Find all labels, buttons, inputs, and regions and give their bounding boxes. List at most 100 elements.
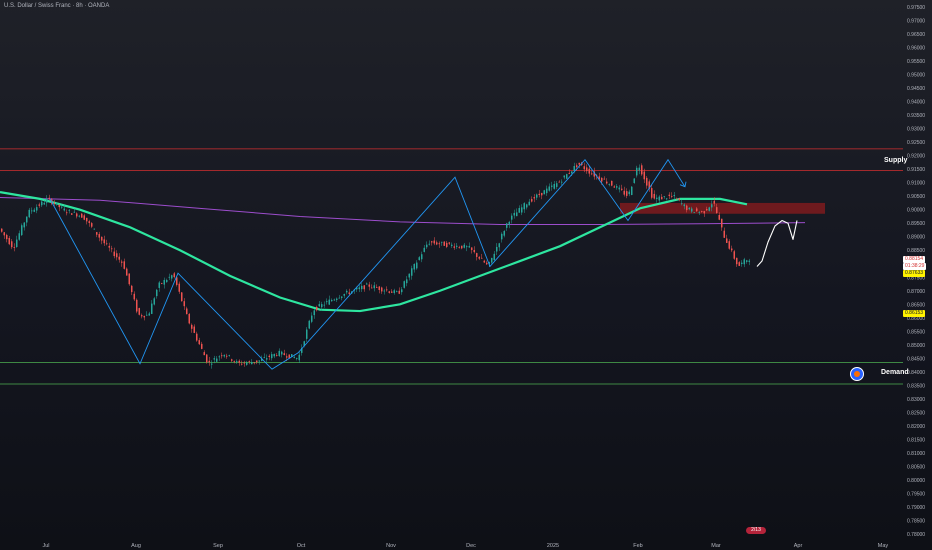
candle-body	[676, 198, 678, 200]
author-avatar-icon[interactable]	[850, 367, 864, 381]
candle-body	[428, 243, 430, 245]
candle-body	[273, 353, 275, 357]
candle-body	[81, 213, 83, 218]
fast-moving-average-line	[0, 191, 748, 313]
candle-body	[208, 360, 210, 363]
candle-body	[106, 243, 108, 245]
candle-body	[613, 186, 615, 188]
candle-body	[186, 308, 188, 315]
price-axis-label: 0.87500	[907, 275, 925, 281]
demand-zone-label: Demand	[881, 369, 909, 376]
candle-body	[416, 262, 418, 269]
candle-body	[48, 197, 50, 199]
supply-zone-label: Supply	[884, 157, 908, 164]
candle-body	[53, 202, 55, 204]
economic-events-badge[interactable]: 2/13	[746, 527, 766, 534]
alert-price-tag: 0.87633	[903, 270, 926, 277]
candle-body	[56, 202, 58, 205]
candle-body	[551, 185, 553, 187]
candle-body	[261, 358, 263, 361]
candle-body	[223, 354, 225, 357]
candle-body	[543, 190, 545, 195]
candle-body	[6, 234, 8, 240]
candle-body	[131, 285, 133, 293]
candle-body	[253, 362, 255, 364]
candle-body	[708, 207, 710, 211]
price-axis-label: 0.96000	[907, 46, 925, 52]
candle-body	[726, 238, 728, 243]
candle-body	[86, 217, 88, 222]
candle-body	[558, 181, 560, 183]
candle-body	[256, 360, 258, 363]
candle-body	[633, 178, 635, 183]
price-axis-label: 0.93500	[907, 113, 925, 119]
candle-body	[193, 326, 195, 333]
candle-body	[608, 183, 610, 185]
candle-body	[433, 240, 435, 244]
candle-body	[71, 213, 73, 215]
candle-body	[636, 167, 638, 176]
candle-body	[706, 209, 708, 211]
candle-body	[538, 193, 540, 196]
candle-body	[343, 293, 345, 296]
time-axis-label: May	[878, 543, 889, 549]
candle-body	[603, 178, 605, 180]
candle-body	[346, 290, 348, 293]
price-axis-label: 0.78000	[907, 532, 925, 538]
symbol-title[interactable]: U.S. Dollar / Swiss Franc · 8h · OANDA	[4, 3, 110, 9]
candle-body	[21, 225, 23, 236]
candle-body	[441, 241, 443, 243]
candle-body	[423, 247, 425, 252]
candle-body	[3, 232, 5, 236]
candle-body	[278, 350, 280, 356]
zigzag-arrow-head	[679, 181, 687, 188]
candle-body	[471, 247, 473, 250]
candle-body	[583, 166, 585, 170]
candle-body	[148, 313, 150, 316]
candle-body	[266, 358, 268, 360]
price-axis-label: 0.96500	[907, 32, 925, 38]
candle-body	[61, 206, 63, 208]
candle-body	[161, 283, 163, 284]
candle-body	[393, 290, 395, 294]
candle-body	[588, 168, 590, 174]
candle-body	[258, 360, 260, 362]
candle-body	[391, 291, 393, 293]
candle-body	[366, 283, 368, 285]
candle-body	[511, 215, 513, 220]
candle-body	[123, 261, 125, 269]
candle-body	[703, 211, 705, 214]
candle-body	[116, 253, 118, 258]
candle-body	[341, 296, 343, 298]
candle-body	[293, 356, 295, 358]
candle-body	[291, 354, 293, 357]
candle-body	[103, 239, 105, 244]
candle-body	[158, 282, 160, 288]
candle-body	[576, 165, 578, 168]
candle-body	[58, 204, 60, 208]
candle-body	[176, 277, 178, 285]
candle-body	[268, 355, 270, 357]
candle-body	[196, 333, 198, 341]
price-axis-label: 0.95500	[907, 59, 925, 65]
candle-body	[198, 340, 200, 345]
candle-body	[553, 184, 555, 189]
price-axis-label: 0.79000	[907, 505, 925, 511]
candle-body	[418, 257, 420, 261]
candle-body	[748, 260, 750, 262]
candle-body	[621, 188, 623, 190]
candle-body	[618, 187, 620, 190]
candle-body	[28, 209, 30, 218]
candle-body	[236, 361, 238, 362]
candle-body	[26, 216, 28, 223]
bar-countdown-tag: 01:38:29	[903, 263, 927, 270]
candle-body	[661, 196, 663, 200]
time-axis-label: Aug	[131, 543, 141, 549]
candle-body	[521, 207, 523, 213]
price-axis-label: 0.97000	[907, 19, 925, 25]
candle-body	[66, 212, 68, 214]
candle-body	[673, 194, 675, 197]
candle-body	[718, 215, 720, 220]
